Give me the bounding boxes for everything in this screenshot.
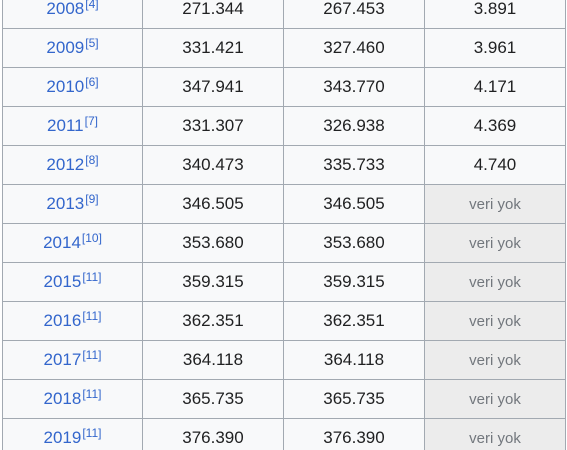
no-data-cell: veri yok bbox=[424, 340, 566, 380]
reference-link[interactable]: [4] bbox=[85, 0, 99, 11]
table-row: 2016[11] 362.351 362.351 veri yok bbox=[2, 301, 566, 341]
no-data-cell: veri yok bbox=[424, 223, 566, 263]
year-cell: 2015[11] bbox=[2, 262, 143, 302]
year-cell: 2013[9] bbox=[2, 184, 143, 224]
table-row: 2015[11] 359.315 359.315 veri yok bbox=[2, 262, 566, 302]
value-cell-2: 362.351 bbox=[283, 301, 425, 341]
value-cell-2: 343.770 bbox=[283, 67, 425, 107]
no-data-cell: veri yok bbox=[424, 301, 566, 341]
reference-link[interactable]: [11] bbox=[82, 348, 102, 362]
year-link[interactable]: 2010 bbox=[46, 77, 85, 96]
year-cell: 2011[7] bbox=[2, 106, 143, 146]
year-cell: 2010[6] bbox=[2, 67, 143, 107]
reference-link[interactable]: [6] bbox=[85, 75, 99, 89]
value-cell-2: 267.453 bbox=[283, 0, 425, 29]
year-link[interactable]: 2017 bbox=[43, 350, 82, 369]
value-cell-1: 331.421 bbox=[142, 28, 284, 68]
reference-link[interactable]: [11] bbox=[82, 426, 102, 440]
table-row: 2019[11] 376.390 376.390 veri yok bbox=[2, 418, 566, 450]
no-data-cell: veri yok bbox=[424, 184, 566, 224]
year-link[interactable]: 2018 bbox=[43, 389, 82, 408]
value-cell-1: 353.680 bbox=[142, 223, 284, 263]
table-row: 2011[7] 331.307 326.938 4.369 bbox=[2, 106, 566, 146]
year-cell: 2019[11] bbox=[2, 418, 143, 450]
value-cell-3: 4.171 bbox=[424, 67, 566, 107]
reference-link[interactable]: [11] bbox=[82, 387, 102, 401]
value-cell-3: 3.961 bbox=[424, 28, 566, 68]
year-cell: 2008[4] bbox=[2, 0, 143, 29]
value-cell-1: 340.473 bbox=[142, 145, 284, 185]
year-link[interactable]: 2011 bbox=[47, 116, 84, 135]
value-cell-2: 365.735 bbox=[283, 379, 425, 419]
year-link[interactable]: 2008 bbox=[46, 0, 85, 18]
table-row: 2009[5] 331.421 327.460 3.961 bbox=[2, 28, 566, 68]
value-cell-3: 4.740 bbox=[424, 145, 566, 185]
year-cell: 2012[8] bbox=[2, 145, 143, 185]
year-link[interactable]: 2019 bbox=[43, 428, 82, 447]
value-cell-1: 365.735 bbox=[142, 379, 284, 419]
year-cell: 2016[11] bbox=[2, 301, 143, 341]
table-row: 2013[9] 346.505 346.505 veri yok bbox=[2, 184, 566, 224]
value-cell-2: 335.733 bbox=[283, 145, 425, 185]
year-cell: 2014[10] bbox=[2, 223, 143, 263]
value-cell-1: 346.505 bbox=[142, 184, 284, 224]
value-cell-2: 346.505 bbox=[283, 184, 425, 224]
table-row: 2008[4] 271.344 267.453 3.891 bbox=[2, 0, 566, 29]
reference-link[interactable]: [11] bbox=[82, 270, 102, 284]
reference-link[interactable]: [10] bbox=[81, 231, 102, 245]
value-cell-1: 364.118 bbox=[142, 340, 284, 380]
value-cell-2: 327.460 bbox=[283, 28, 425, 68]
reference-link[interactable]: [8] bbox=[85, 153, 99, 167]
table-row: 2018[11] 365.735 365.735 veri yok bbox=[2, 379, 566, 419]
no-data-cell: veri yok bbox=[424, 379, 566, 419]
table-row: 2012[8] 340.473 335.733 4.740 bbox=[2, 145, 566, 185]
value-cell-2: 376.390 bbox=[283, 418, 425, 450]
no-data-cell: veri yok bbox=[424, 262, 566, 302]
value-cell-1: 347.941 bbox=[142, 67, 284, 107]
value-cell-3: 3.891 bbox=[424, 0, 566, 29]
value-cell-3: 4.369 bbox=[424, 106, 566, 146]
year-link[interactable]: 2014 bbox=[43, 233, 81, 252]
reference-link[interactable]: [9] bbox=[85, 192, 99, 206]
value-cell-2: 326.938 bbox=[283, 106, 425, 146]
reference-link[interactable]: [11] bbox=[82, 309, 102, 323]
table-row: 2010[6] 347.941 343.770 4.171 bbox=[2, 67, 566, 107]
value-cell-1: 331.307 bbox=[142, 106, 284, 146]
year-cell: 2009[5] bbox=[2, 28, 143, 68]
value-cell-2: 359.315 bbox=[283, 262, 425, 302]
year-link[interactable]: 2015 bbox=[43, 272, 82, 291]
value-cell-1: 376.390 bbox=[142, 418, 284, 450]
reference-link[interactable]: [7] bbox=[84, 114, 98, 128]
value-cell-2: 364.118 bbox=[283, 340, 425, 380]
year-cell: 2018[11] bbox=[2, 379, 143, 419]
value-cell-1: 271.344 bbox=[142, 0, 284, 29]
value-cell-1: 359.315 bbox=[142, 262, 284, 302]
year-link[interactable]: 2012 bbox=[46, 155, 85, 174]
year-link[interactable]: 2013 bbox=[46, 194, 85, 213]
table-row: 2014[10] 353.680 353.680 veri yok bbox=[2, 223, 566, 263]
year-link[interactable]: 2016 bbox=[43, 311, 82, 330]
no-data-cell: veri yok bbox=[424, 418, 566, 450]
reference-link[interactable]: [5] bbox=[85, 36, 99, 50]
table-row: 2017[11] 364.118 364.118 veri yok bbox=[2, 340, 566, 380]
year-link[interactable]: 2009 bbox=[46, 38, 85, 57]
value-cell-2: 353.680 bbox=[283, 223, 425, 263]
year-cell: 2017[11] bbox=[2, 340, 143, 380]
value-cell-1: 362.351 bbox=[142, 301, 284, 341]
